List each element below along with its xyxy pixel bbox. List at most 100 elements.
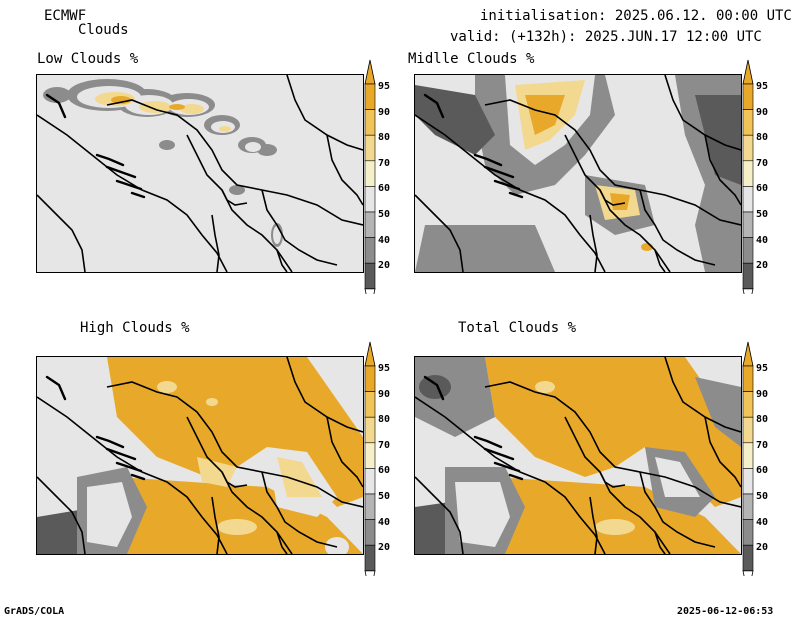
border-line [286, 357, 363, 433]
border-line [599, 471, 626, 488]
cloud-cell [245, 142, 261, 152]
map-total-clouds [415, 357, 741, 554]
island-line [508, 473, 524, 481]
cloud-cell [257, 144, 277, 156]
island-line [508, 191, 524, 199]
colorbar-graphic [364, 59, 376, 313]
colorbar-segment [364, 416, 376, 444]
cloud-region [87, 482, 132, 547]
island-line [473, 153, 503, 167]
cloud-patches [415, 75, 741, 272]
map-panel-low-clouds [36, 74, 364, 273]
border-line [106, 99, 363, 226]
colorbar-segment [364, 365, 376, 392]
colorbar-tick-label: 70 [378, 157, 391, 169]
colorbar-tick-label: 20 [756, 260, 769, 272]
colorbar-tick-label: 60 [756, 183, 769, 195]
colorbar-tick-label: 90 [756, 106, 769, 118]
cloud-cell [325, 537, 349, 554]
cloud-region [415, 225, 555, 272]
border-line [589, 496, 598, 554]
cloud-cell [219, 126, 231, 132]
island-line [105, 447, 137, 461]
colorbar-segment [742, 391, 754, 418]
colorbar-bottom-arrow [364, 570, 376, 595]
colorbar-total: 95 90 80 70 60 50 40 20 [742, 340, 782, 595]
colorbar-segment [364, 391, 376, 418]
colorbar-segment [742, 237, 754, 264]
country-borders [37, 357, 363, 554]
island-line [423, 93, 445, 119]
map-low-clouds [37, 75, 363, 272]
colorbar-tick-label: 95 [756, 81, 769, 92]
panel-title-total: Total Clouds % [458, 320, 577, 336]
colorbar-segment [742, 365, 754, 392]
colorbar-segment [742, 186, 754, 213]
border-line [664, 357, 741, 433]
border-line [211, 496, 220, 554]
map-panel-total-clouds [414, 356, 742, 555]
colorbar-tick-label: 90 [378, 106, 391, 118]
island-line [130, 191, 146, 199]
cloud-region [485, 357, 741, 507]
cloud-cell [159, 140, 175, 150]
border-line [415, 194, 464, 272]
colorbar-segment [364, 237, 376, 264]
border-line [599, 189, 626, 206]
colorbar-top-arrow [364, 59, 376, 85]
colorbar-tick-label: 50 [756, 209, 769, 220]
border-line [37, 194, 86, 272]
border-line [37, 476, 86, 554]
border-line [221, 189, 248, 206]
border-line [261, 471, 338, 548]
island-line [130, 473, 146, 481]
colorbar-segment [364, 468, 376, 495]
cloud-region [655, 457, 700, 497]
border-line [37, 396, 228, 554]
colorbar-tick-label: 60 [378, 183, 391, 195]
valid-time: valid: (+132h): 2025.JUN.17 12:00 UTC [450, 29, 762, 45]
map-panel-middle-clouds [414, 74, 742, 273]
colorbar-graphic [364, 341, 376, 595]
colorbar-segment [364, 442, 376, 469]
cloud-cell [419, 375, 451, 399]
cloud-cell [273, 226, 281, 244]
island-line [115, 179, 143, 191]
colorbar-tick-label: 40 [756, 516, 769, 528]
colorbar-segment [364, 211, 376, 238]
border-line [704, 134, 741, 206]
panel-title-low: Low Clouds % [37, 51, 139, 67]
colorbar-tick-label: 80 [378, 414, 391, 426]
colorbar-tick-label: 60 [756, 465, 769, 477]
colorbar-segment [742, 544, 754, 572]
colorbar-segment [742, 160, 754, 187]
colorbar-segment [742, 211, 754, 238]
colorbar-tick-label: 95 [378, 81, 391, 92]
island-line [45, 93, 67, 119]
colorbar-tick-label: 40 [378, 516, 391, 528]
colorbar-tick-label: 20 [378, 542, 391, 554]
border-line [326, 134, 363, 206]
border-line [415, 476, 464, 554]
border-line [276, 249, 288, 272]
border-line [654, 531, 666, 554]
colorbar-bottom-arrow [742, 288, 754, 313]
colorbar-segment [742, 109, 754, 136]
colorbar-high: 95 90 80 70 60 50 40 20 [364, 340, 404, 595]
cloud-cell [169, 104, 185, 110]
island-line [95, 153, 125, 167]
border-line [37, 114, 228, 272]
colorbar-segment [742, 519, 754, 546]
border-line [639, 189, 716, 266]
island-line [105, 165, 137, 179]
colorbar-tick-label: 90 [756, 388, 769, 400]
colorbar-tick-label: 20 [378, 260, 391, 272]
cloud-patches [43, 79, 283, 247]
border-line [484, 99, 741, 226]
colorbar-bottom-arrow [742, 570, 754, 595]
cloud-cell [139, 101, 171, 113]
cloud-cell [43, 87, 71, 103]
island-line [493, 461, 521, 473]
model-name: ECMWF [44, 8, 87, 24]
colorbar-segment [742, 134, 754, 162]
